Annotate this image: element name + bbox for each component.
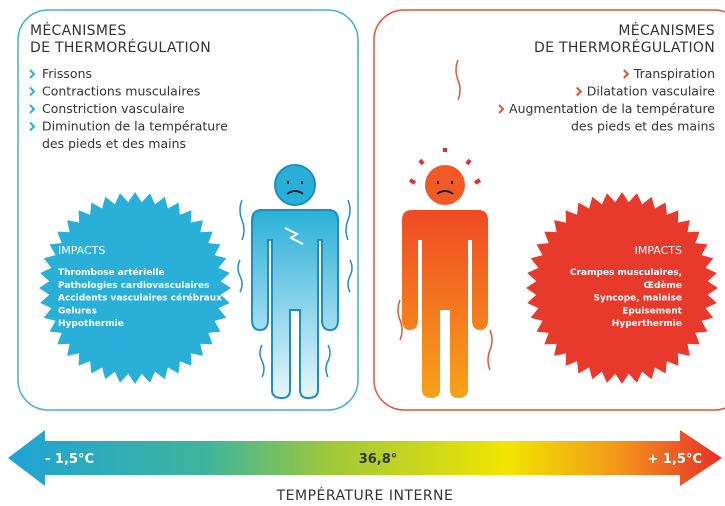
mechanism-item: Frissons xyxy=(42,66,92,81)
mechanism-item: Dilatation vasculaire xyxy=(587,84,716,99)
panel-title: DE THERMORÉGULATION xyxy=(30,39,211,56)
chevron xyxy=(30,88,34,96)
mechanism-item: des pieds et des mains xyxy=(571,119,715,134)
impact-item: Pathologies cardiovasculaires xyxy=(58,281,209,291)
hot-figure xyxy=(402,210,488,398)
mechanism-item: Contractions musculaires xyxy=(42,84,200,99)
chevron xyxy=(499,105,503,113)
scale-high: + 1,5°C xyxy=(648,452,703,467)
impacts-title: IMPACTS xyxy=(635,244,682,257)
mechanism-item: Constriction vasculaire xyxy=(42,101,185,116)
chevron xyxy=(30,123,34,131)
scale-caption: TEMPÉRATURE INTERNE xyxy=(276,487,454,504)
impact-item: Hypothermie xyxy=(58,319,124,329)
cold-head xyxy=(275,165,315,205)
impact-item: Crampes musculaires, xyxy=(570,268,682,278)
impact-item: Syncope, malaise xyxy=(593,294,682,304)
impact-badge xyxy=(526,192,718,384)
impact-item: Accidents vasculaires cérébraux xyxy=(58,293,222,304)
scale-low: - 1,5°C xyxy=(45,452,94,467)
chevron xyxy=(30,70,34,78)
infographic: - 1,5°C 36,8° + 1,5°C TEMPÉRATURE INTERN… xyxy=(0,0,725,506)
impact-item: Œdème xyxy=(643,280,682,291)
scale-mid: 36,8° xyxy=(359,452,398,467)
panel-title: DE THERMORÉGULATION xyxy=(534,39,715,56)
cold-figure xyxy=(252,210,338,398)
mechanism-item: Transpiration xyxy=(633,66,715,81)
impact-item: Thrombose artérielle xyxy=(58,267,165,278)
panel-title: MÉCANISMES xyxy=(30,22,127,39)
impact-item: Gelures xyxy=(58,306,97,316)
chevron xyxy=(624,70,628,78)
hot-head xyxy=(425,165,465,205)
chevron xyxy=(30,105,34,113)
panel-title: MÉCANISMES xyxy=(618,22,715,39)
impacts-title: IMPACTS xyxy=(58,244,105,257)
mechanism-item: des pieds et des mains xyxy=(42,136,186,151)
mechanism-item: Augmentation de la température xyxy=(509,101,715,116)
chevron xyxy=(577,88,581,96)
impact-item: Epuisement xyxy=(622,306,682,316)
impact-item: Hyperthermie xyxy=(612,319,682,329)
mechanism-item: Diminution de la température xyxy=(42,119,228,134)
